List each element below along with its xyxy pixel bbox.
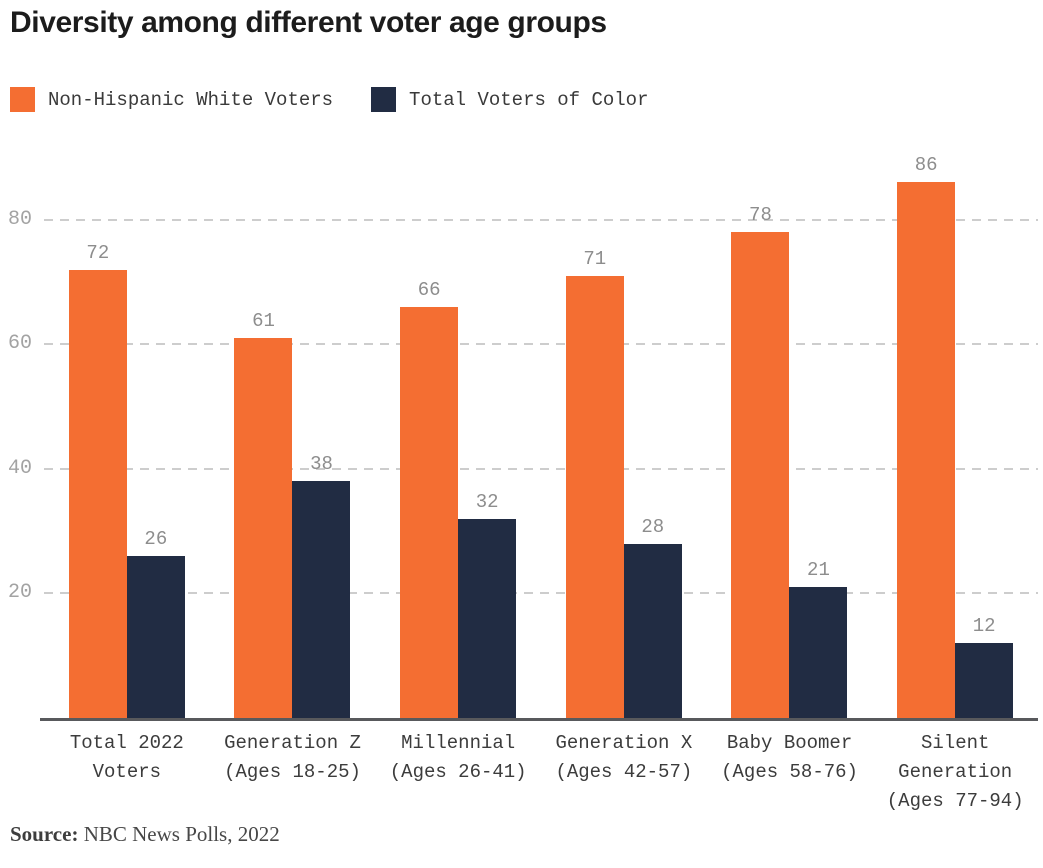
bar: 66 (400, 279, 459, 718)
bar: 86 (897, 154, 956, 718)
chart-title: Diversity among different voter age grou… (10, 6, 607, 39)
bar-group: 72 26 (68, 242, 185, 718)
bar: 28 (623, 516, 682, 718)
source-prefix: Source: (10, 822, 79, 846)
bar: 38 (292, 453, 351, 718)
bar-value-label: 12 (972, 615, 996, 638)
x-axis-label: Baby Boomer (Ages 58-76) (721, 732, 858, 783)
legend-swatch-orange (10, 87, 35, 112)
bar-value-label: 28 (641, 515, 665, 538)
bar-group: 86 12 (897, 154, 1014, 718)
source-text: NBC News Polls, 2022 (78, 822, 280, 846)
bar-value-label: 86 (914, 154, 938, 177)
x-axis-label: Generation Z (Ages 18-25) (224, 732, 361, 783)
bar-value-label: 78 (749, 204, 772, 227)
bar-groups: 72 26 61 38 66 32 71 28 78 21 86 12 (44, 145, 1038, 718)
x-axis-labels: Total 2022 Voters Generation Z (Ages 18-25)… (44, 729, 1038, 816)
bar: 21 (789, 559, 848, 718)
bar-group: 61 38 (234, 310, 351, 718)
bar-value-label: 21 (807, 559, 830, 582)
gridline-40 (44, 467, 1038, 470)
bar: 12 (955, 615, 1014, 718)
bar-value-label: 61 (252, 310, 275, 333)
bar: 26 (126, 528, 185, 718)
bar-value-label: 32 (475, 490, 499, 513)
bar-group: 78 21 (731, 204, 848, 718)
bar-value-label: 66 (417, 278, 441, 301)
y-axis-tick-20: 20 (8, 581, 33, 605)
x-axis-label: Generation X (Ages 42-57) (555, 732, 693, 783)
bar: 78 (731, 204, 790, 718)
y-axis-tick-60: 60 (8, 332, 33, 356)
legend-label-total-voters-of-color: Total Voters of Color (409, 88, 649, 111)
legend-label-non-hispanic-white-voters: Non-Hispanic White Voters (48, 88, 334, 111)
x-axis-label: Silent Generation (Ages 77-94) (886, 732, 1024, 812)
x-axis-line (40, 718, 1038, 721)
source-note: Source: NBC News Polls, 2022 (10, 822, 280, 847)
bar-value-label: 38 (310, 453, 333, 476)
x-axis-label: Millennial (Ages 26-41) (389, 732, 527, 783)
gridline-80 (44, 218, 1038, 221)
bar: 32 (458, 491, 517, 718)
bar-group: 71 28 (565, 248, 682, 718)
bar-group: 66 32 (400, 279, 517, 718)
gridline-20 (44, 592, 1038, 595)
legend-swatch-navy (371, 87, 397, 112)
legend: Non-Hispanic White Voters Total Voters o… (10, 87, 649, 112)
bar-value-label: 26 (144, 528, 168, 551)
bar: 71 (565, 248, 624, 718)
bar: 72 (68, 242, 127, 718)
legend-item-total-voters-of-color: Total Voters of Color (371, 87, 649, 112)
bar: 61 (234, 310, 293, 718)
legend-item-non-hispanic-white-voters: Non-Hispanic White Voters (10, 87, 333, 112)
gridline-60 (44, 343, 1038, 346)
bar-value-label: 71 (583, 247, 607, 270)
bar-value-label: 72 (86, 241, 110, 264)
x-axis-label: Total 2022 Voters (69, 732, 184, 783)
y-axis-tick-80: 80 (8, 207, 33, 231)
plot-area: 20 40 60 80 72 26 61 38 66 32 71 28 78 21 86 12 (8, 145, 1038, 718)
y-axis-tick-40: 40 (8, 456, 33, 480)
